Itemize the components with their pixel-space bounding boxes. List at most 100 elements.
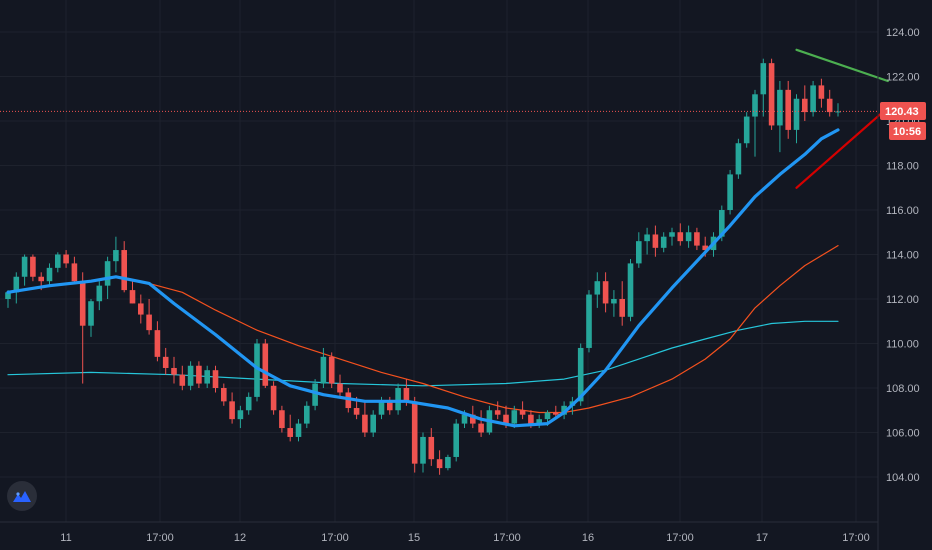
x-tick-label: 11	[60, 532, 71, 544]
candle-body	[561, 405, 567, 415]
candle-body	[453, 423, 459, 457]
y-tick-label: 108.00	[886, 383, 920, 395]
candle-body	[660, 236, 667, 248]
candle-body	[254, 343, 260, 397]
x-tick-label: 17:00	[321, 532, 349, 544]
y-tick-label: 116.00	[886, 205, 919, 217]
candle-body	[312, 383, 318, 406]
candle-body	[594, 281, 601, 295]
trendline-upper	[795, 48, 889, 83]
candle-body	[221, 388, 227, 402]
candle-body	[362, 414, 368, 433]
y-tick-label: 122.00	[886, 72, 920, 84]
candle-body	[279, 410, 285, 429]
candle-body	[171, 367, 177, 375]
y-tick-label: 124.00	[886, 27, 920, 39]
candle-body	[196, 365, 202, 384]
candle-body	[121, 250, 127, 291]
candle-body	[478, 423, 484, 433]
candle-body	[669, 232, 675, 237]
candle-body	[536, 419, 542, 424]
candle-body	[237, 410, 244, 420]
candle-body	[702, 245, 708, 251]
candle-body	[55, 254, 61, 268]
candle-body	[245, 396, 252, 411]
x-tick-label: 17:00	[493, 532, 521, 544]
candle-body	[677, 232, 684, 242]
candle-body	[337, 383, 343, 393]
candle-body	[735, 143, 742, 175]
candle-body	[810, 85, 816, 113]
candle-body	[154, 330, 161, 357]
x-tick-label: 16	[582, 532, 594, 544]
x-tick-label: 17:00	[146, 532, 174, 544]
candle-body	[694, 232, 700, 246]
candle-body	[387, 401, 393, 411]
x-tick-label: 15	[408, 532, 420, 544]
candle-body	[445, 456, 451, 469]
x-tick-label: 17:00	[842, 532, 870, 544]
candle-body	[287, 428, 293, 437]
candle-body	[511, 410, 518, 424]
candle-body	[38, 276, 44, 282]
candle-body	[644, 234, 650, 242]
candle-body	[328, 356, 335, 384]
candle-body	[461, 414, 468, 424]
candle-body	[79, 281, 86, 326]
candle-body	[768, 63, 775, 126]
candlestick-series	[5, 58, 841, 475]
candle-body	[602, 281, 609, 304]
candle-body	[187, 365, 194, 386]
candle-body	[295, 423, 302, 437]
candle-body	[262, 343, 269, 386]
candle-body	[519, 410, 526, 415]
candle-body	[320, 356, 327, 384]
trendline-lower	[795, 106, 889, 189]
candle-body	[760, 63, 767, 95]
candle-body	[544, 412, 551, 420]
x-tick-label: 17:00	[666, 532, 694, 544]
y-tick-label: 112.00	[886, 294, 919, 306]
candle-body	[378, 401, 385, 415]
candle-body	[719, 210, 725, 237]
countdown-label: 10:56	[889, 122, 926, 140]
candle-body	[685, 232, 692, 242]
time-axis[interactable]: 11 17:00 12 17:00 15 17:00 16 17:00 17 17:00	[60, 532, 869, 544]
ma-fast-line	[6, 128, 840, 428]
candle-body	[5, 292, 11, 299]
candle-body	[138, 303, 144, 315]
x-tick-label: 17	[756, 532, 768, 544]
candle-body	[652, 234, 659, 248]
candle-body	[212, 370, 219, 388]
candle-body	[13, 276, 20, 293]
candle-body	[793, 98, 800, 130]
candle-body	[528, 414, 534, 424]
candle-body	[802, 98, 808, 113]
candle-body	[818, 85, 825, 99]
countdown-value: 10:56	[893, 126, 921, 138]
last-price-label: 120.43	[880, 102, 926, 120]
ma-fast-path	[6, 128, 840, 428]
grid	[0, 0, 878, 522]
candle-body	[411, 401, 418, 464]
candle-body	[777, 89, 783, 126]
candle-body	[420, 436, 426, 464]
candle-body	[88, 301, 94, 326]
y-tick-label: 104.00	[886, 472, 920, 484]
candle-body	[104, 261, 111, 286]
candle-body	[636, 241, 642, 264]
logo-icon	[13, 491, 31, 502]
candle-body	[304, 405, 310, 424]
last-price-value: 120.43	[885, 106, 919, 118]
trendlines[interactable]	[795, 48, 889, 189]
candle-body	[826, 98, 833, 113]
candle-body	[30, 256, 36, 277]
candle-body	[436, 459, 443, 469]
tradingview-logo[interactable]	[7, 481, 37, 511]
candle-body	[129, 290, 136, 304]
candle-body	[428, 436, 435, 460]
candle-body	[395, 388, 401, 411]
candle-body	[21, 256, 28, 277]
